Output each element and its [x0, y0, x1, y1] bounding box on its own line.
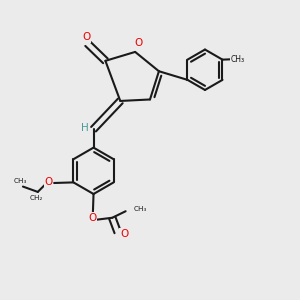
Text: O: O	[44, 177, 52, 187]
Text: H: H	[81, 123, 89, 133]
Text: CH₃: CH₃	[134, 206, 147, 212]
Text: O: O	[82, 32, 90, 42]
Text: CH₃: CH₃	[14, 178, 27, 184]
Text: O: O	[134, 38, 142, 48]
Text: O: O	[120, 229, 128, 238]
Text: CH₂: CH₂	[30, 195, 43, 201]
Text: CH₃: CH₃	[231, 55, 245, 64]
Text: O: O	[88, 213, 97, 223]
